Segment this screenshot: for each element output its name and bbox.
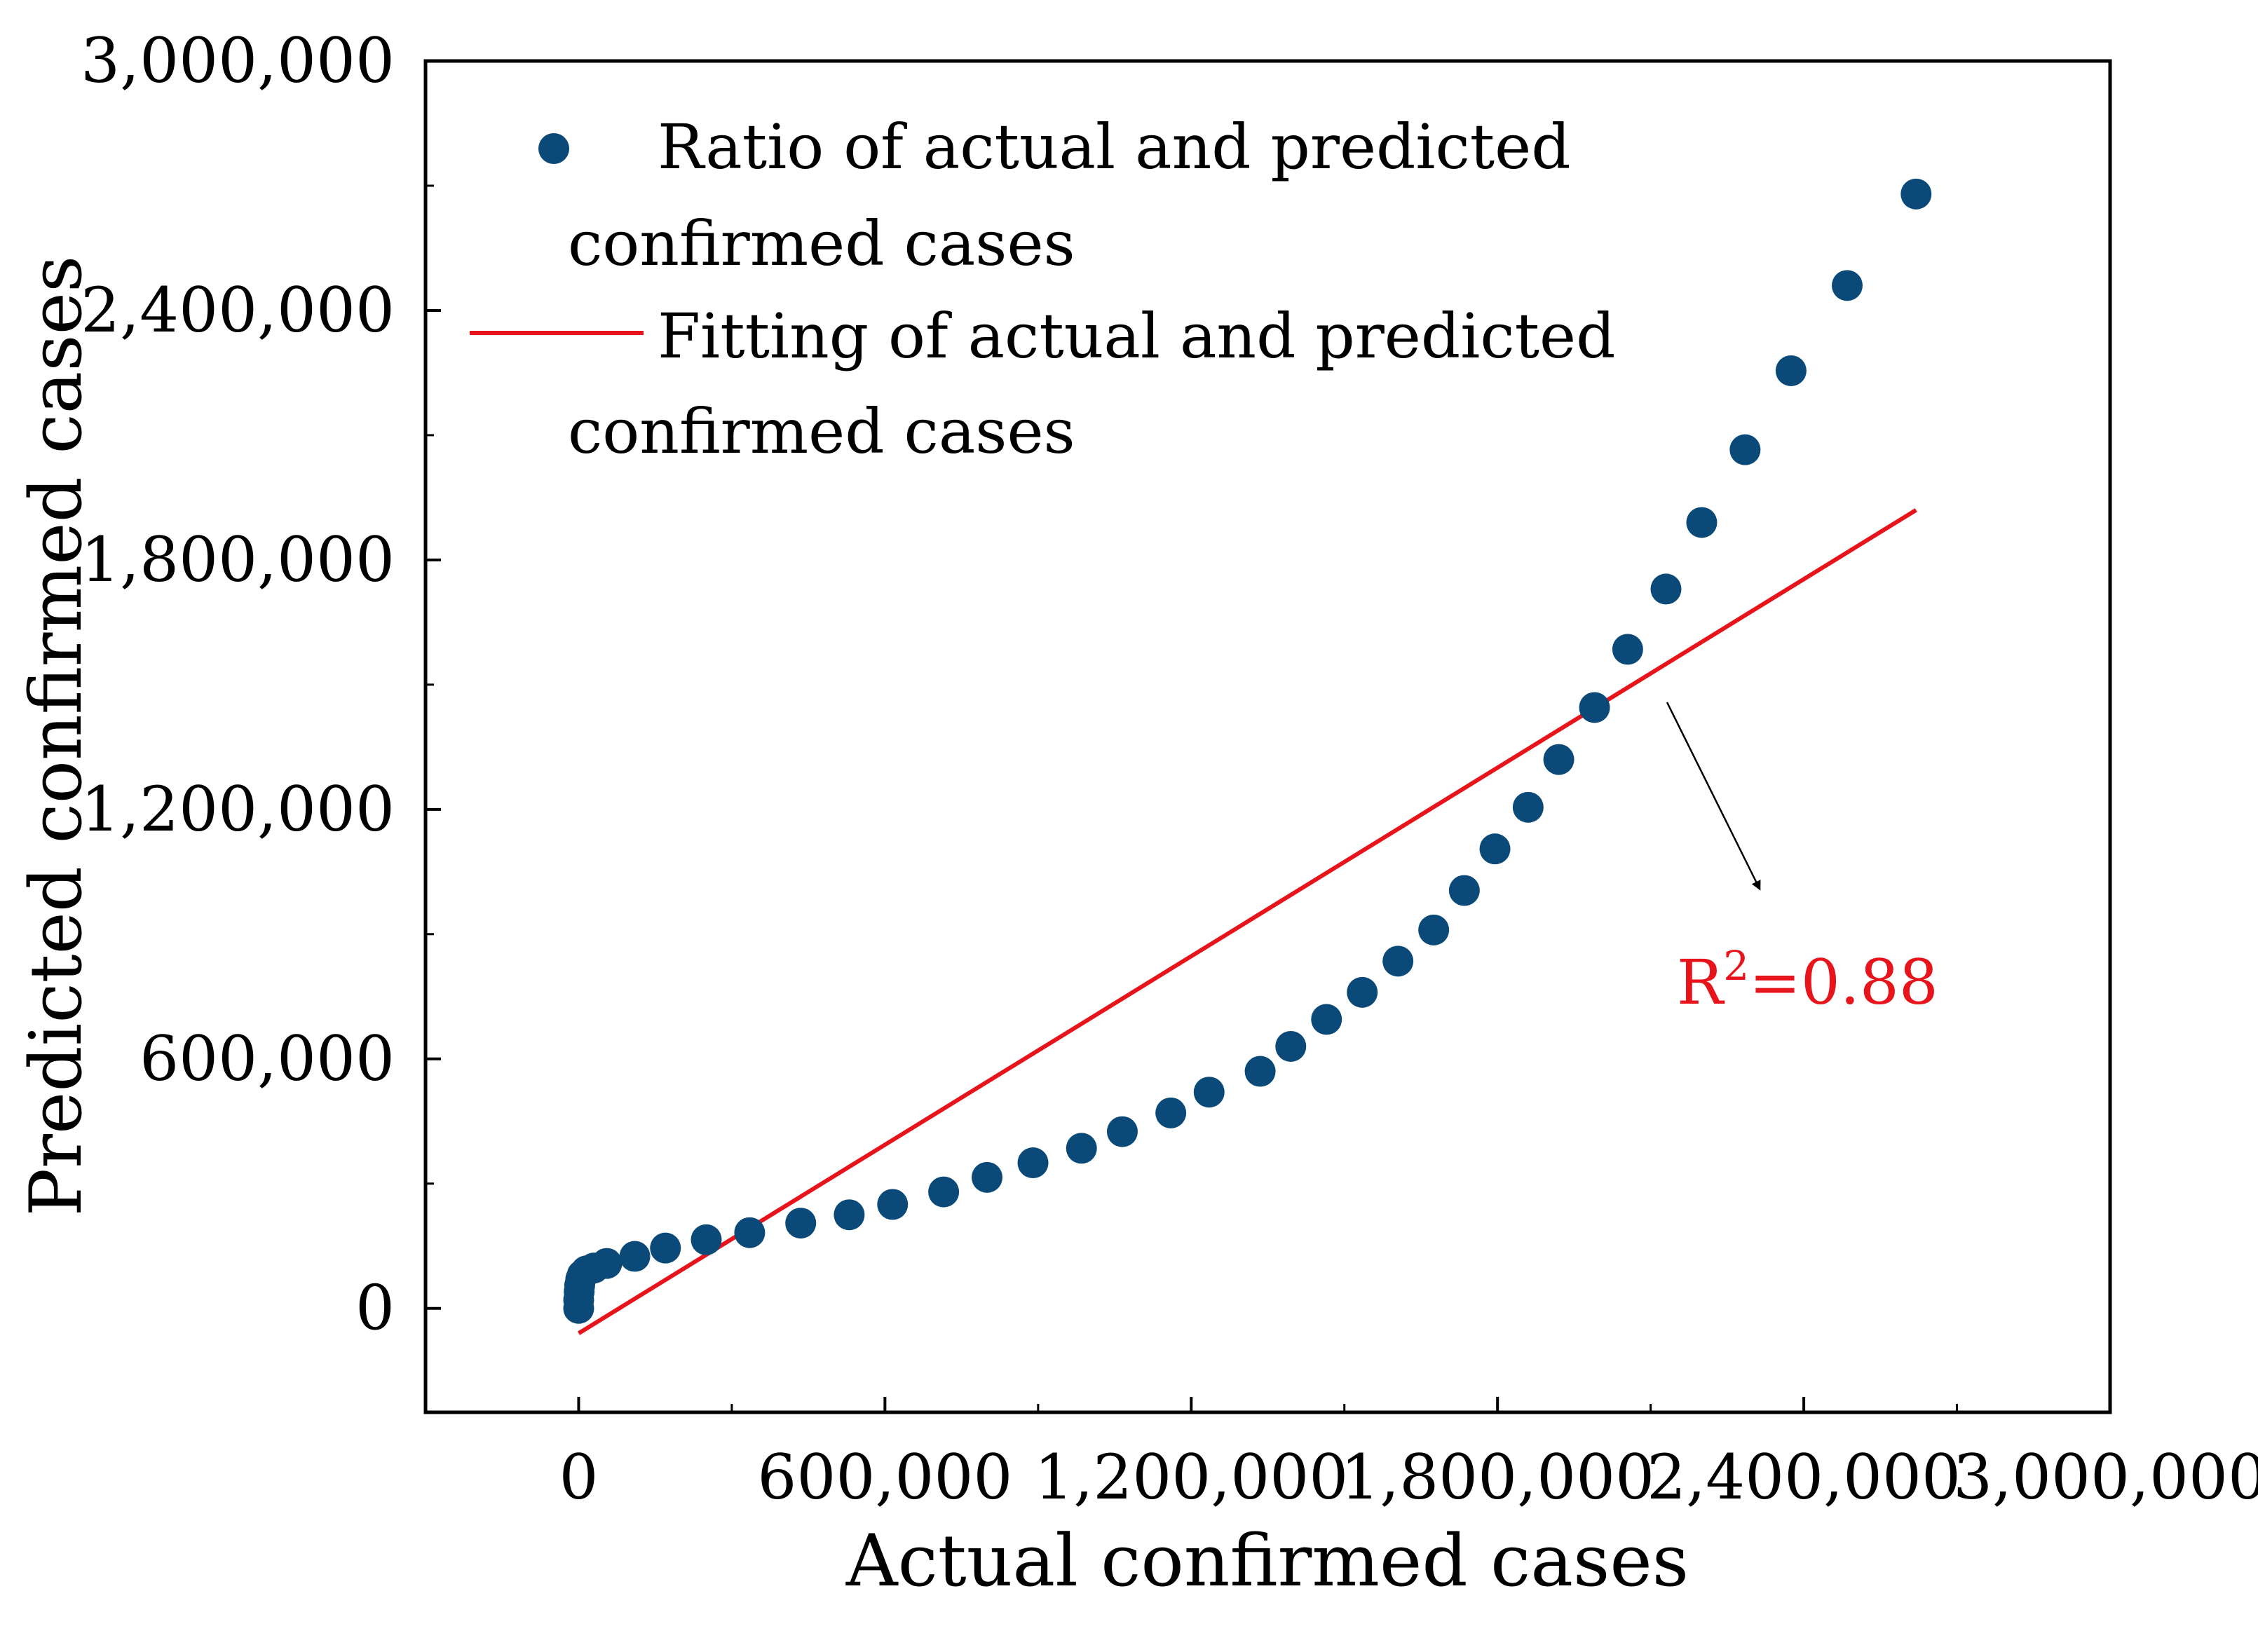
legend-line-label-line2: confirmed cases [568, 395, 1075, 467]
scatter-point [1543, 744, 1575, 775]
scatter-point [1017, 1147, 1049, 1179]
r2-pointer-arrow [1666, 702, 1761, 891]
scatter-point [1155, 1097, 1187, 1128]
scatter-point [1448, 875, 1480, 906]
scatter-point [785, 1208, 817, 1239]
x-tick-label: 3,000,000 [1953, 1441, 2258, 1513]
scatter-point [834, 1199, 865, 1231]
x-axis-title: Actual confirmed cases [845, 1520, 1689, 1603]
r2-annotation: R2=0.88 [1677, 942, 1938, 1018]
scatter-point [1900, 178, 1932, 210]
scatter-point [1831, 270, 1863, 301]
scatter-point [1382, 946, 1414, 977]
x-tick-label: 1,800,000 [1340, 1441, 1654, 1513]
legend-scatter-label-line2: confirmed cases [568, 207, 1075, 280]
r2-rest: =0.88 [1749, 946, 1938, 1018]
scatter-point [591, 1248, 623, 1279]
scatter-point [877, 1189, 909, 1220]
legend-scatter-label-line1: Ratio of actual and predicted [658, 111, 1571, 183]
y-tick-label: 0 [355, 1272, 395, 1344]
y-tick-label: 600,000 [140, 1023, 395, 1095]
scatter-point [1311, 1004, 1342, 1035]
x-tick-label: 1,200,000 [1034, 1441, 1348, 1513]
scatter-point [928, 1176, 960, 1208]
x-tick-label: 600,000 [757, 1441, 1012, 1513]
scatter-point [1193, 1077, 1225, 1108]
scatter-point [650, 1232, 681, 1264]
scatter-point [1612, 634, 1643, 665]
scatter-point [1579, 692, 1610, 723]
plot-frame [423, 59, 2112, 1414]
y-tick-label: 1,800,000 [81, 524, 395, 596]
scatter-point [1729, 434, 1761, 465]
legend-line-label-line1: Fitting of actual and predicted [658, 300, 1615, 372]
y-tick-label: 2,400,000 [81, 274, 395, 346]
fit-line [577, 508, 1917, 1335]
scatter-point [1106, 1116, 1138, 1147]
scatter-point [1686, 507, 1718, 538]
r2-base: R [1677, 946, 1725, 1018]
scatter-point [1066, 1133, 1097, 1164]
scatter-point [1347, 976, 1378, 1008]
scatter-point [1244, 1056, 1276, 1087]
scatter-point [1275, 1030, 1307, 1062]
scatter-point [734, 1217, 766, 1248]
scatter-point [1650, 573, 1682, 605]
legend: Ratio of actual and predicted confirmed … [470, 111, 1615, 467]
scatter-point [619, 1241, 651, 1272]
r2-superscript: 2 [1723, 942, 1749, 990]
y-tick-label: 3,000,000 [81, 25, 395, 97]
legend-scatter-marker [538, 133, 569, 164]
x-tick-label: 0 [559, 1441, 598, 1513]
y-axis-title: Predicted confirmed cases [15, 256, 98, 1217]
scatter-point [1479, 833, 1511, 865]
scatter-point [1775, 355, 1807, 386]
scatter-point [972, 1161, 1002, 1193]
scatter-point [691, 1224, 722, 1255]
x-tick-label: 2,400,000 [1647, 1441, 1961, 1513]
scatter-point [1512, 791, 1544, 823]
y-tick-label: 1,200,000 [81, 773, 395, 845]
scatter-point [1418, 914, 1450, 946]
